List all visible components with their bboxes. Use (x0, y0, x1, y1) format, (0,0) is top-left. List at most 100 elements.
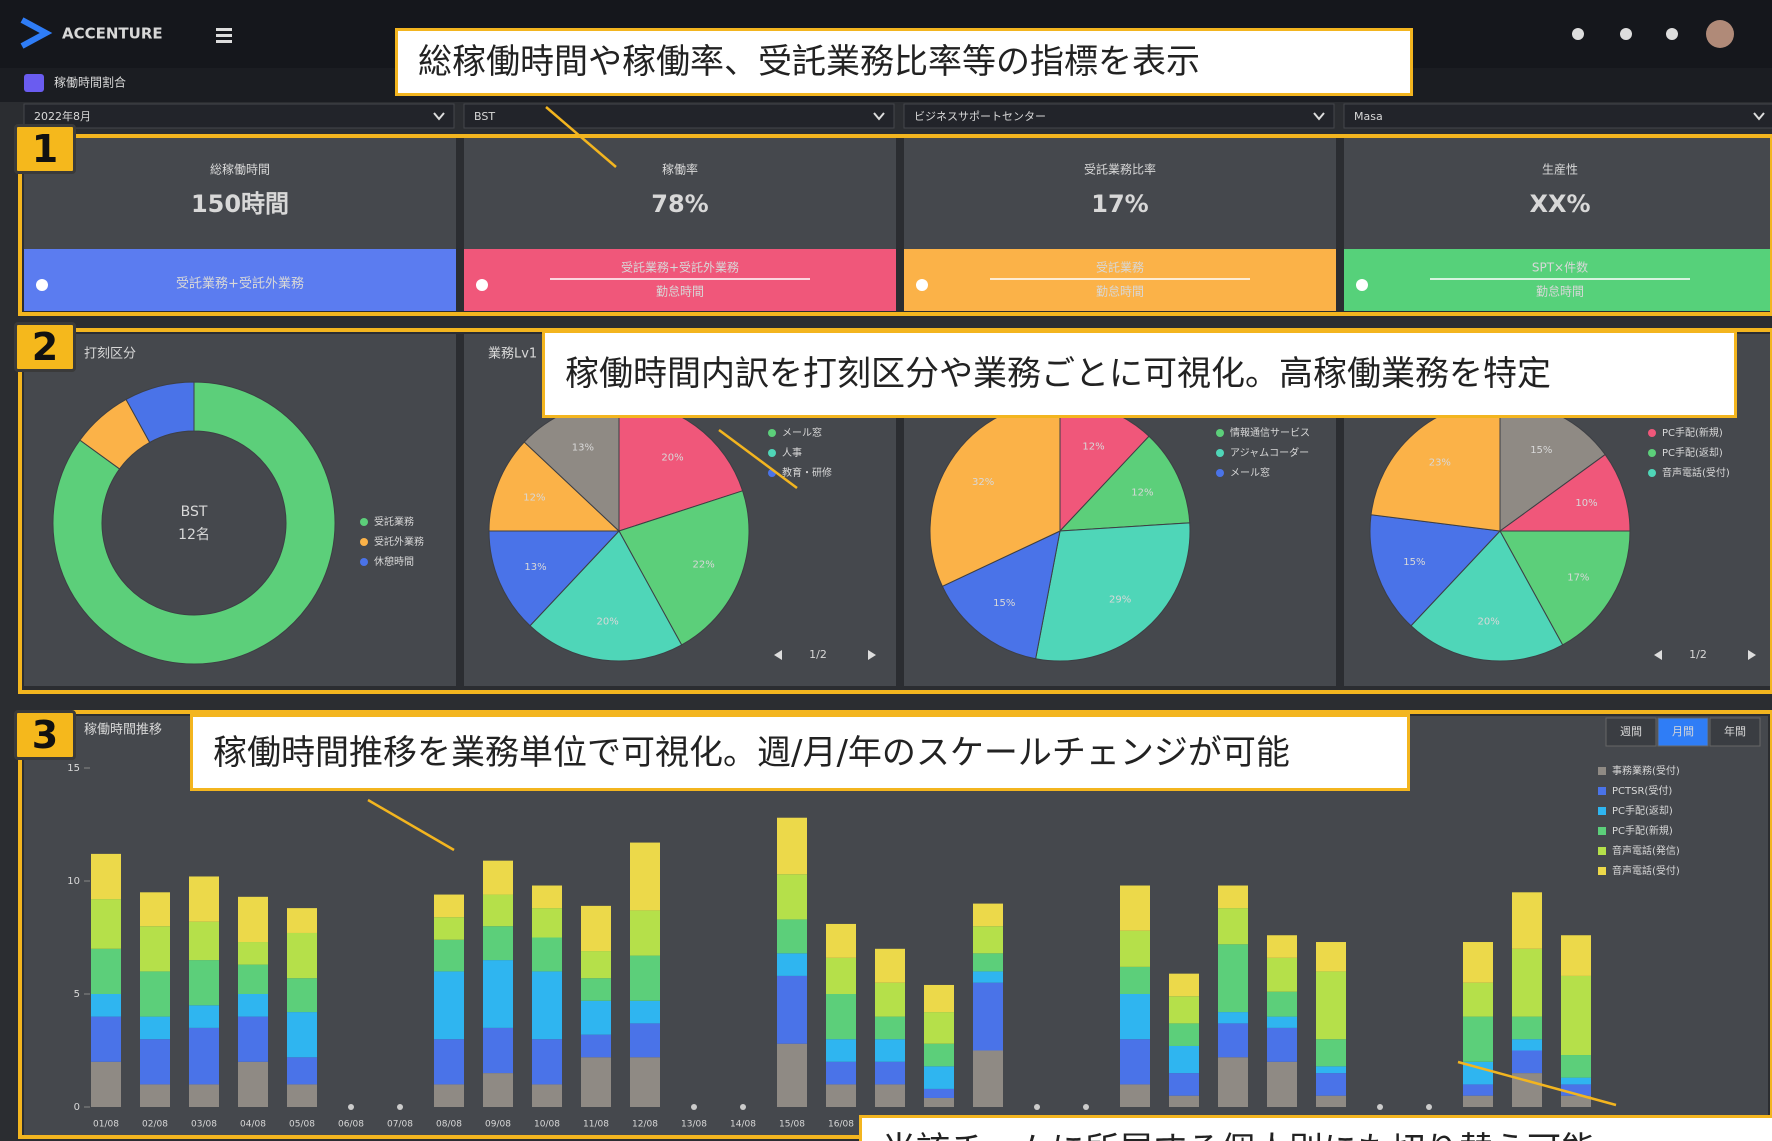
bar-segment (1512, 949, 1542, 1017)
donut-center: BST (181, 504, 208, 520)
pager-label: 1/2 (1689, 648, 1707, 661)
bar-segment (1316, 1066, 1346, 1073)
legend-label: 音声電話(発信) (1612, 844, 1680, 857)
bar-segment (532, 971, 562, 1039)
bar-segment (238, 897, 268, 942)
bar-segment (1267, 1062, 1297, 1107)
page-icon (24, 74, 44, 92)
kpi-dot (1356, 279, 1368, 291)
bar-segment (826, 994, 856, 1039)
avatar[interactable] (1706, 20, 1734, 48)
bar-segment (532, 1039, 562, 1084)
menu-icon[interactable] (216, 34, 232, 37)
bar-segment (91, 899, 121, 949)
bar-segment (1512, 1017, 1542, 1040)
bar-segment (777, 919, 807, 953)
y-tick-label: 5 (74, 989, 80, 1000)
bar-segment (777, 818, 807, 875)
menu-icon[interactable] (216, 28, 232, 31)
bar-segment (777, 953, 807, 976)
slice-label: 17% (1567, 572, 1589, 583)
filter-dropdown[interactable] (1344, 104, 1772, 128)
zero-dot (348, 1104, 354, 1110)
legend-label: 事務業務(受付) (1612, 764, 1680, 777)
bar-segment (777, 874, 807, 919)
bar-segment (483, 960, 513, 1028)
bar-segment (1169, 1073, 1199, 1096)
bar-segment (630, 1057, 660, 1107)
legend-swatch (1598, 767, 1606, 775)
bar-segment (238, 942, 268, 965)
header-icon[interactable] (1572, 28, 1584, 40)
slice-label: 20% (661, 452, 683, 463)
bar-segment (1120, 967, 1150, 994)
bar-segment (483, 1028, 513, 1073)
bar-segment (1512, 892, 1542, 949)
x-tick-label: 04/08 (240, 1120, 266, 1130)
bar-segment (189, 1028, 219, 1085)
bar-segment (1267, 1028, 1297, 1062)
bar-segment (1267, 958, 1297, 992)
scale-toggle-label: 年間 (1724, 724, 1746, 738)
bar-segment (1316, 1096, 1346, 1107)
bar-segment (1267, 1017, 1297, 1028)
y-tick-label: 15 (67, 763, 80, 774)
legend-swatch (1598, 827, 1606, 835)
bar-segment (1463, 1017, 1493, 1062)
bar-segment (483, 895, 513, 927)
zero-dot (740, 1104, 746, 1110)
bar-segment (1169, 974, 1199, 997)
header-icon[interactable] (1620, 28, 1632, 40)
bar-segment (630, 1001, 660, 1024)
menu-icon[interactable] (216, 40, 232, 43)
bar-segment (434, 1039, 464, 1084)
chart-title: 稼働時間推移 (84, 723, 162, 738)
bar-segment (1512, 1039, 1542, 1050)
bar-segment (91, 994, 121, 1017)
bar-segment (1169, 1023, 1199, 1046)
zero-dot (1377, 1104, 1383, 1110)
bar-segment (140, 971, 170, 1016)
bar-segment (581, 906, 611, 951)
filter-dropdown[interactable] (464, 104, 894, 128)
bar-segment (1561, 935, 1591, 976)
bar-segment (238, 994, 268, 1017)
legend-dot (1216, 469, 1224, 477)
bar-segment (91, 1062, 121, 1107)
slice-label: 15% (993, 598, 1015, 609)
bar-segment (1561, 1055, 1591, 1078)
bar-segment (1218, 1023, 1248, 1057)
bar-segment (287, 1084, 317, 1107)
bar-segment (287, 1057, 317, 1084)
bar-segment (1267, 935, 1297, 958)
bar-segment (1169, 996, 1199, 1023)
filter-value: BST (474, 110, 495, 123)
bar-segment (1218, 1012, 1248, 1023)
kpi-value: XX% (1529, 190, 1590, 218)
bar-segment (973, 983, 1003, 1051)
kpi-denominator: 勤怠時間 (1096, 285, 1144, 299)
legend-label: メール窓 (1230, 466, 1270, 479)
bar-segment (924, 985, 954, 1012)
kpi-dot (916, 279, 928, 291)
bar-segment (875, 1017, 905, 1040)
bar-segment (140, 1039, 170, 1084)
bar-segment (777, 1044, 807, 1107)
legend-label: PC手配(返却) (1612, 804, 1673, 817)
bar-segment (532, 1084, 562, 1107)
bar-segment (91, 949, 121, 994)
bar-segment (581, 978, 611, 1001)
legend-swatch (1598, 787, 1606, 795)
legend-swatch (1598, 847, 1606, 855)
legend-label: メール窓 (782, 426, 822, 439)
bar-segment (483, 926, 513, 960)
header-icon[interactable] (1666, 28, 1678, 40)
bar-segment (1463, 942, 1493, 983)
bar-segment (532, 886, 562, 909)
bar-segment (875, 949, 905, 983)
y-tick-label: 10 (67, 876, 80, 887)
dashboard-canvas: ACCENTURE稼働時間割合2022年8月BSTビジネスサポートセンターMas… (0, 0, 1772, 1141)
y-tick-label: 0 (74, 1102, 80, 1113)
slice-label: 12% (523, 493, 545, 504)
bar-segment (924, 1098, 954, 1107)
